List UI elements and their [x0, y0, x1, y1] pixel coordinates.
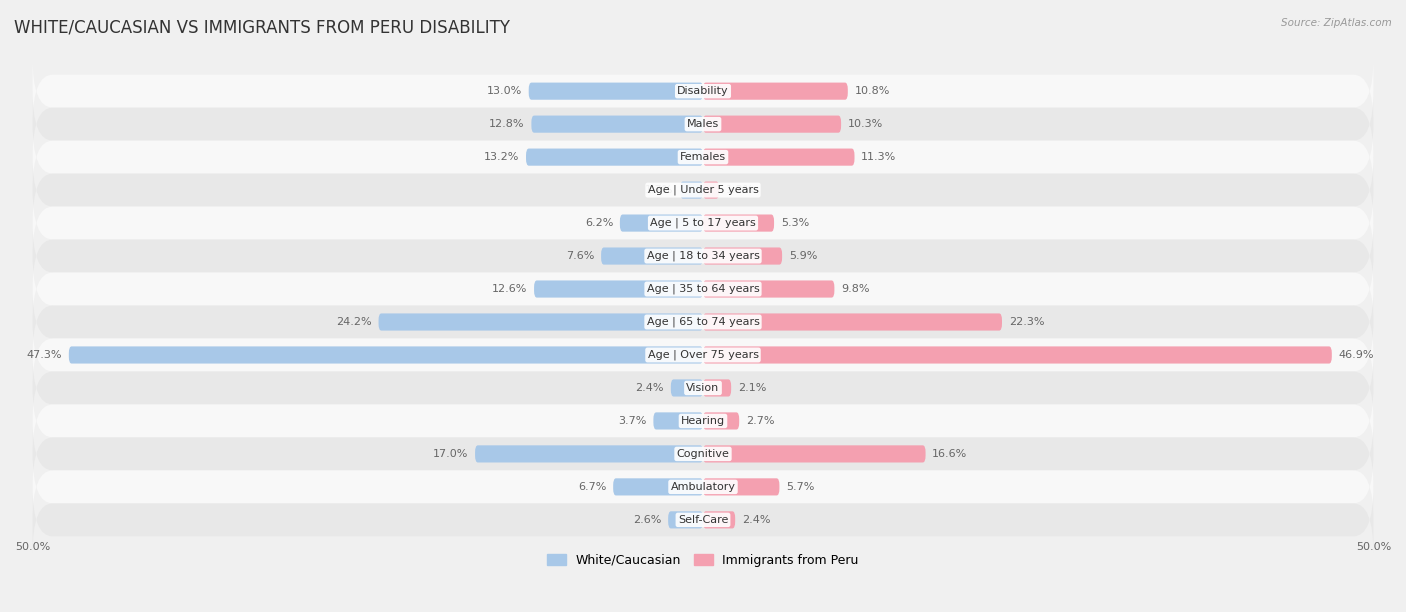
- Text: 10.8%: 10.8%: [855, 86, 890, 96]
- Text: Disability: Disability: [678, 86, 728, 96]
- Text: 6.7%: 6.7%: [578, 482, 606, 492]
- FancyBboxPatch shape: [69, 346, 703, 364]
- FancyBboxPatch shape: [32, 322, 1374, 388]
- FancyBboxPatch shape: [703, 511, 735, 528]
- FancyBboxPatch shape: [703, 313, 1002, 330]
- FancyBboxPatch shape: [32, 388, 1374, 454]
- Text: Males: Males: [688, 119, 718, 129]
- Text: Self-Care: Self-Care: [678, 515, 728, 525]
- FancyBboxPatch shape: [32, 454, 1374, 520]
- FancyBboxPatch shape: [668, 511, 703, 528]
- FancyBboxPatch shape: [703, 182, 718, 199]
- Text: Females: Females: [681, 152, 725, 162]
- Text: 2.6%: 2.6%: [633, 515, 661, 525]
- Text: 10.3%: 10.3%: [848, 119, 883, 129]
- Text: Age | 65 to 74 years: Age | 65 to 74 years: [647, 317, 759, 327]
- Text: Ambulatory: Ambulatory: [671, 482, 735, 492]
- Text: 1.2%: 1.2%: [725, 185, 754, 195]
- FancyBboxPatch shape: [32, 124, 1374, 190]
- Text: Source: ZipAtlas.com: Source: ZipAtlas.com: [1281, 18, 1392, 28]
- FancyBboxPatch shape: [32, 157, 1374, 223]
- FancyBboxPatch shape: [620, 214, 703, 232]
- Text: Age | 18 to 34 years: Age | 18 to 34 years: [647, 251, 759, 261]
- FancyBboxPatch shape: [654, 412, 703, 430]
- Text: Age | Under 5 years: Age | Under 5 years: [648, 185, 758, 195]
- FancyBboxPatch shape: [703, 247, 782, 264]
- FancyBboxPatch shape: [703, 149, 855, 166]
- Text: 7.6%: 7.6%: [567, 251, 595, 261]
- FancyBboxPatch shape: [378, 313, 703, 330]
- FancyBboxPatch shape: [32, 223, 1374, 289]
- Text: Age | 5 to 17 years: Age | 5 to 17 years: [650, 218, 756, 228]
- FancyBboxPatch shape: [703, 280, 834, 297]
- FancyBboxPatch shape: [32, 289, 1374, 355]
- Text: WHITE/CAUCASIAN VS IMMIGRANTS FROM PERU DISABILITY: WHITE/CAUCASIAN VS IMMIGRANTS FROM PERU …: [14, 18, 510, 36]
- Text: 1.7%: 1.7%: [645, 185, 673, 195]
- Text: 3.7%: 3.7%: [619, 416, 647, 426]
- Text: 17.0%: 17.0%: [433, 449, 468, 459]
- Text: 9.8%: 9.8%: [841, 284, 869, 294]
- Text: 2.7%: 2.7%: [747, 416, 775, 426]
- Text: 5.7%: 5.7%: [786, 482, 814, 492]
- Text: 5.3%: 5.3%: [780, 218, 808, 228]
- Text: Hearing: Hearing: [681, 416, 725, 426]
- FancyBboxPatch shape: [32, 487, 1374, 553]
- FancyBboxPatch shape: [534, 280, 703, 297]
- Text: 2.1%: 2.1%: [738, 383, 766, 393]
- Text: Age | 35 to 64 years: Age | 35 to 64 years: [647, 284, 759, 294]
- Text: 12.8%: 12.8%: [489, 119, 524, 129]
- FancyBboxPatch shape: [703, 479, 779, 496]
- Text: Age | Over 75 years: Age | Over 75 years: [648, 349, 758, 360]
- FancyBboxPatch shape: [671, 379, 703, 397]
- FancyBboxPatch shape: [703, 83, 848, 100]
- Text: 6.2%: 6.2%: [585, 218, 613, 228]
- Text: 11.3%: 11.3%: [862, 152, 897, 162]
- FancyBboxPatch shape: [32, 190, 1374, 256]
- FancyBboxPatch shape: [32, 355, 1374, 421]
- Text: Vision: Vision: [686, 383, 720, 393]
- FancyBboxPatch shape: [703, 379, 731, 397]
- FancyBboxPatch shape: [703, 412, 740, 430]
- Text: 5.9%: 5.9%: [789, 251, 817, 261]
- FancyBboxPatch shape: [526, 149, 703, 166]
- FancyBboxPatch shape: [32, 91, 1374, 157]
- FancyBboxPatch shape: [681, 182, 703, 199]
- FancyBboxPatch shape: [32, 256, 1374, 322]
- FancyBboxPatch shape: [475, 446, 703, 463]
- FancyBboxPatch shape: [531, 116, 703, 133]
- Text: 22.3%: 22.3%: [1008, 317, 1045, 327]
- Text: 16.6%: 16.6%: [932, 449, 967, 459]
- Text: 13.0%: 13.0%: [486, 86, 522, 96]
- FancyBboxPatch shape: [32, 58, 1374, 124]
- Text: Cognitive: Cognitive: [676, 449, 730, 459]
- Text: 13.2%: 13.2%: [484, 152, 519, 162]
- Text: 12.6%: 12.6%: [492, 284, 527, 294]
- Text: 47.3%: 47.3%: [27, 350, 62, 360]
- Text: 2.4%: 2.4%: [742, 515, 770, 525]
- Text: 2.4%: 2.4%: [636, 383, 664, 393]
- Text: 24.2%: 24.2%: [336, 317, 371, 327]
- Legend: White/Caucasian, Immigrants from Peru: White/Caucasian, Immigrants from Peru: [543, 549, 863, 572]
- Text: 46.9%: 46.9%: [1339, 350, 1374, 360]
- FancyBboxPatch shape: [32, 421, 1374, 487]
- FancyBboxPatch shape: [703, 214, 775, 232]
- FancyBboxPatch shape: [613, 479, 703, 496]
- FancyBboxPatch shape: [703, 446, 925, 463]
- FancyBboxPatch shape: [703, 346, 1331, 364]
- FancyBboxPatch shape: [529, 83, 703, 100]
- FancyBboxPatch shape: [602, 247, 703, 264]
- FancyBboxPatch shape: [703, 116, 841, 133]
